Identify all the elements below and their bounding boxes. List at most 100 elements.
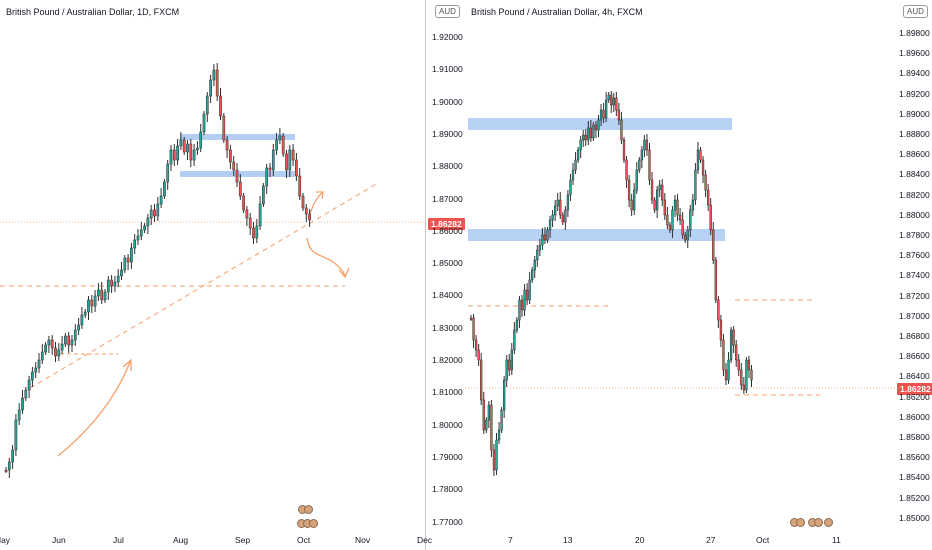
right-chart-canvas[interactable] [465, 0, 895, 550]
left-candle-body [245, 209, 249, 219]
right-candle-body [564, 209, 567, 223]
right-candle-body [607, 94, 610, 101]
right-candle-body [546, 229, 549, 241]
left-candle-body [255, 225, 259, 239]
left-candle-body [73, 329, 77, 341]
right-candle-body [668, 224, 672, 231]
left-down-arrowhead [338, 267, 350, 279]
left-candle-body [40, 351, 44, 361]
right-date-tick: 11 [832, 535, 841, 545]
left-candle-body [100, 289, 104, 301]
left-idea-icon-5[interactable] [309, 519, 318, 528]
right-candle-body [480, 359, 483, 401]
right-candle-body [528, 279, 531, 301]
left-candle-body [275, 139, 278, 151]
left-candle-body [126, 257, 130, 263]
right-price-tick: 1.88600 [899, 149, 930, 160]
right-candle-body [582, 134, 585, 141]
left-candle-body [172, 149, 176, 161]
right-candle-body [518, 299, 521, 321]
right-candle-body [699, 149, 702, 161]
right-idea-icon-5[interactable] [824, 518, 833, 527]
left-candle-body [116, 275, 120, 283]
right-candle-body [645, 139, 649, 151]
right-candle-body [605, 99, 608, 119]
left-candle-body [295, 159, 298, 177]
left-bounce-arrowhead [316, 191, 324, 200]
right-candle-body [610, 94, 613, 106]
right-idea-icon-2[interactable] [796, 518, 805, 527]
left-candle-body [37, 359, 41, 369]
right-chart-pane[interactable]: British Pound / Australian Dollar, 4h, F… [465, 0, 895, 550]
right-candle-body [538, 244, 541, 251]
left-candle-body [31, 371, 34, 381]
right-candle-body [630, 199, 633, 211]
left-candle-body [163, 181, 166, 197]
left-candle-body [87, 299, 90, 313]
right-candle-body [541, 234, 544, 246]
left-chart-pane[interactable]: British Pound / Australian Dollar, 1D, F… [0, 0, 425, 550]
right-candle-body [750, 369, 753, 381]
left-candle-body [229, 149, 232, 163]
right-price-tick: 1.86200 [899, 391, 930, 402]
right-candle-body [602, 109, 605, 119]
right-candle-body [571, 169, 575, 181]
left-candle-body [136, 235, 140, 241]
right-idea-icon-4[interactable] [814, 518, 823, 527]
right-candle-body [617, 109, 621, 121]
left-candle-body [238, 181, 242, 197]
right-price-tick: 1.87400 [899, 270, 930, 281]
right-candle-body [510, 349, 513, 371]
left-date-tick: Dec [417, 535, 433, 545]
left-price-tick: 1.90000 [432, 96, 463, 107]
right-currency-badge[interactable]: AUD [903, 5, 928, 18]
right-candle-body [740, 369, 743, 386]
left-candle-body [130, 247, 133, 263]
left-candle-body [271, 149, 275, 171]
right-candle-body [722, 339, 725, 371]
right-candle-body [719, 319, 723, 341]
right-candle-body [505, 359, 508, 381]
left-candle-body [248, 217, 252, 229]
left-idea-icon-2[interactable] [304, 505, 313, 514]
left-candle-body [106, 279, 110, 293]
right-candle-body [554, 205, 557, 216]
right-candle-body [727, 359, 730, 381]
right-candle-body [482, 399, 485, 431]
left-candle-body [44, 344, 47, 353]
left-trendline [29, 182, 379, 389]
right-candle-body [640, 149, 643, 161]
right-candle-body [627, 179, 631, 201]
left-candle-body [133, 239, 137, 249]
right-price-tick: 1.87600 [899, 250, 930, 261]
right-candle-body [485, 419, 488, 431]
right-candle-body [650, 179, 654, 201]
left-candle-body [182, 139, 186, 153]
left-up-arrow [57, 361, 131, 457]
left-chart-canvas[interactable] [0, 0, 425, 550]
right-candle-body [666, 214, 669, 226]
left-currency-badge[interactable]: AUD [435, 5, 460, 18]
left-candle-body [288, 149, 292, 171]
right-candle-body [594, 124, 598, 131]
right-price-tick: 1.85600 [899, 452, 930, 463]
left-candle-body [258, 203, 262, 227]
left-price-tick: 1.85000 [432, 258, 463, 269]
left-candle-body [153, 209, 156, 217]
right-candle-body [648, 149, 651, 181]
right-price-tick: 1.87200 [899, 290, 930, 301]
right-candle-body [487, 404, 491, 421]
pane-divider[interactable] [425, 0, 426, 550]
left-candle-body [90, 299, 94, 307]
right-candle-body [696, 149, 700, 171]
left-candle-body [27, 379, 31, 391]
right-date-tick: 7 [508, 535, 513, 545]
right-candle-body [566, 194, 570, 211]
right-candle-body [495, 439, 498, 471]
left-candle-body [252, 227, 255, 239]
left-candle-body [97, 289, 100, 297]
left-candle-body [57, 349, 61, 357]
left-candle-body [205, 95, 209, 115]
left-candle-body [265, 167, 269, 187]
right-candle-body [551, 214, 554, 221]
